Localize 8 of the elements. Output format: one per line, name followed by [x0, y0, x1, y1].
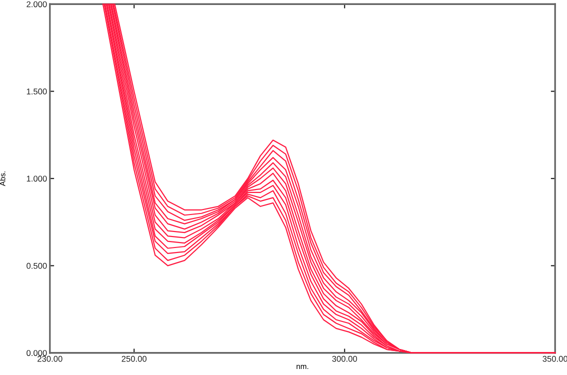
x-tick-label: 250.00	[122, 356, 147, 362]
y-tick-label: 0.500	[26, 262, 47, 269]
y-tick-label: 2.000	[26, 1, 47, 8]
y-tick-label: 1.500	[26, 88, 47, 94]
x-tick-label: 230.00	[38, 356, 62, 362]
x-tick-label: 300.00	[332, 356, 358, 362]
y-tick-label: 0.000	[26, 350, 47, 356]
y-tick-label: 1.000	[26, 176, 47, 182]
